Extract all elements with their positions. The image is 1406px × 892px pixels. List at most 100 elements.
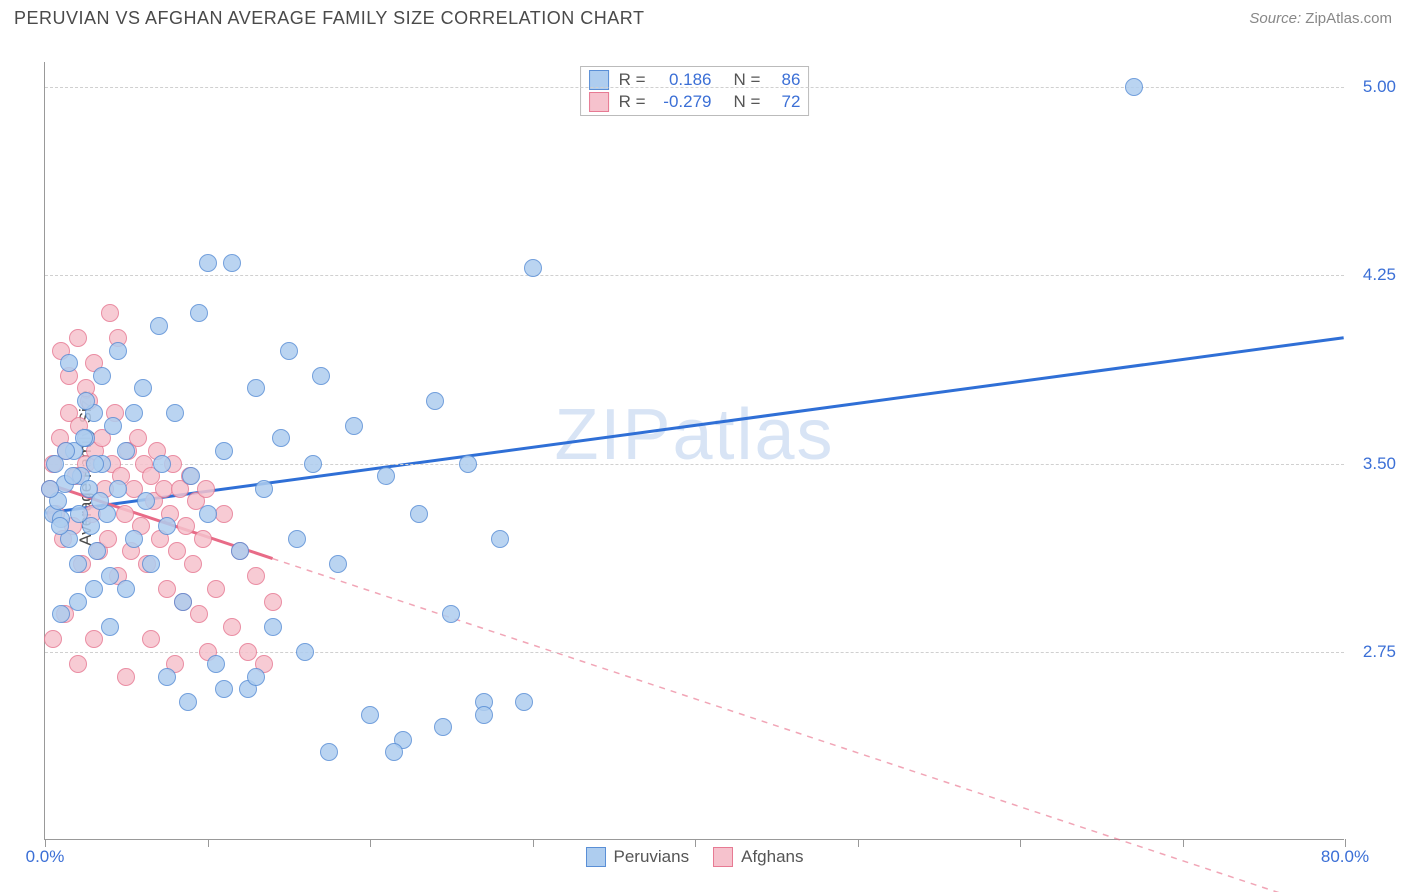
scatter-point <box>345 417 363 435</box>
legend-series-item: Afghans <box>713 847 803 867</box>
source-attribution: Source: ZipAtlas.com <box>1249 10 1392 27</box>
scatter-point <box>116 505 134 523</box>
scatter-point <box>69 593 87 611</box>
x-tick <box>1183 839 1184 847</box>
scatter-point <box>70 505 88 523</box>
scatter-point <box>199 254 217 272</box>
scatter-point <box>320 743 338 761</box>
scatter-point <box>442 605 460 623</box>
scatter-point <box>304 455 322 473</box>
scatter-point <box>153 455 171 473</box>
scatter-point <box>75 429 93 447</box>
scatter-point <box>385 743 403 761</box>
scatter-point <box>174 593 192 611</box>
scatter-point <box>41 480 59 498</box>
scatter-point <box>177 517 195 535</box>
scatter-point <box>158 580 176 598</box>
scatter-point <box>60 354 78 372</box>
x-tick <box>208 839 209 847</box>
scatter-point <box>207 655 225 673</box>
scatter-point <box>137 492 155 510</box>
scatter-point <box>515 693 533 711</box>
gridline-h <box>45 87 1344 88</box>
scatter-point <box>142 555 160 573</box>
scatter-point <box>125 530 143 548</box>
scatter-point <box>475 706 493 724</box>
scatter-point <box>459 455 477 473</box>
scatter-point <box>247 567 265 585</box>
scatter-point <box>215 680 233 698</box>
scatter-point <box>85 630 103 648</box>
scatter-point <box>264 618 282 636</box>
scatter-point <box>104 417 122 435</box>
x-tick <box>695 839 696 847</box>
scatter-point <box>329 555 347 573</box>
scatter-point <box>190 304 208 322</box>
legend-r-value: -0.279 <box>656 92 712 112</box>
scatter-point <box>361 706 379 724</box>
scatter-point <box>296 643 314 661</box>
scatter-point <box>86 455 104 473</box>
source-value: ZipAtlas.com <box>1305 10 1392 27</box>
scatter-point <box>280 342 298 360</box>
scatter-point <box>117 668 135 686</box>
legend-n-label: N = <box>734 92 761 112</box>
scatter-point <box>158 517 176 535</box>
scatter-point <box>491 530 509 548</box>
legend-series-label: Peruvians <box>614 847 690 867</box>
scatter-point <box>312 367 330 385</box>
scatter-point <box>1125 78 1143 96</box>
x-tick-label-left: 0.0% <box>26 847 65 867</box>
scatter-point <box>231 542 249 560</box>
legend-swatch <box>586 847 606 867</box>
trend-line-solid <box>45 338 1343 513</box>
trend-lines <box>45 62 1344 839</box>
legend-series-item: Peruvians <box>586 847 690 867</box>
gridline-h <box>45 464 1344 465</box>
plot-area: ZIPatlas R =0.186N =86R =-0.279N =72 Per… <box>44 62 1344 840</box>
scatter-point <box>377 467 395 485</box>
gridline-h <box>45 275 1344 276</box>
chart-container: Average Family Size ZIPatlas R =0.186N =… <box>0 44 1406 892</box>
scatter-point <box>158 668 176 686</box>
scatter-point <box>52 605 70 623</box>
scatter-point <box>91 492 109 510</box>
scatter-point <box>142 630 160 648</box>
scatter-point <box>101 567 119 585</box>
x-tick <box>858 839 859 847</box>
scatter-point <box>410 505 428 523</box>
legend-swatch <box>713 847 733 867</box>
scatter-point <box>134 379 152 397</box>
scatter-point <box>199 505 217 523</box>
x-tick-label-right: 80.0% <box>1321 847 1369 867</box>
scatter-point <box>51 517 69 535</box>
scatter-point <box>272 429 290 447</box>
legend-stats-row: R =-0.279N =72 <box>589 91 801 113</box>
scatter-point <box>125 404 143 422</box>
header: PERUVIAN VS AFGHAN AVERAGE FAMILY SIZE C… <box>0 0 1406 33</box>
legend-swatch <box>589 92 609 112</box>
scatter-point <box>88 542 106 560</box>
scatter-point <box>166 404 184 422</box>
scatter-point <box>215 505 233 523</box>
legend-n-value: 72 <box>770 92 800 112</box>
legend-series-label: Afghans <box>741 847 803 867</box>
scatter-point <box>264 593 282 611</box>
scatter-point <box>69 329 87 347</box>
scatter-point <box>64 467 82 485</box>
y-tick-label: 4.25 <box>1363 265 1396 285</box>
x-tick <box>370 839 371 847</box>
scatter-point <box>117 442 135 460</box>
scatter-point <box>223 618 241 636</box>
scatter-point <box>215 442 233 460</box>
scatter-point <box>117 580 135 598</box>
scatter-point <box>426 392 444 410</box>
scatter-point <box>69 555 87 573</box>
x-tick <box>1345 839 1346 847</box>
scatter-point <box>288 530 306 548</box>
scatter-point <box>85 580 103 598</box>
scatter-point <box>207 580 225 598</box>
scatter-point <box>197 480 215 498</box>
scatter-point <box>524 259 542 277</box>
y-tick-label: 3.50 <box>1363 454 1396 474</box>
